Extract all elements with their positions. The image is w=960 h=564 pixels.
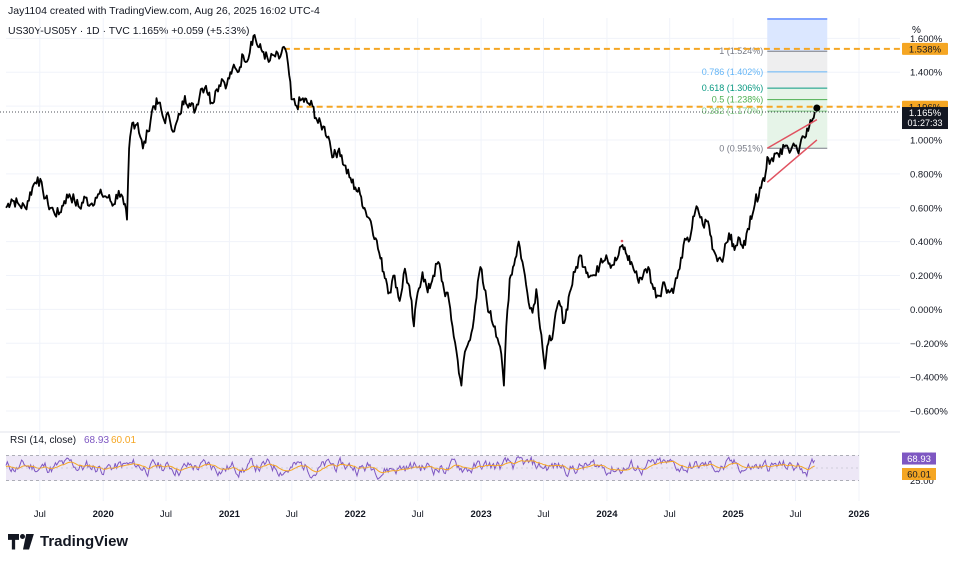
rsi-ma-badge-bg: [902, 467, 936, 480]
time-tick-label: Jul: [537, 509, 549, 520]
time-tick-label: Jul: [34, 509, 46, 520]
price-chart[interactable]: 1 (1.524%) 0.786 (1.402%) 0.618 (1.306%) 0.…: [0, 0, 960, 530]
rsi-value-badge-bg: [902, 452, 936, 465]
last-price-dot: [813, 104, 821, 112]
tradingview-logo[interactable]: TradingView: [8, 533, 128, 550]
symbol-legend[interactable]: US30Y-US05Y · 1D · TVC 1.165% +0.059 (+5…: [8, 25, 250, 37]
price-tick-label: 1.400%: [910, 68, 943, 79]
time-tick-label: 2020: [93, 509, 114, 520]
countdown-badge: 01:27:33: [907, 118, 942, 128]
time-tick-label: Jul: [286, 509, 298, 520]
rsi-ma-line: [5, 460, 815, 474]
time-tick-label: Jul: [664, 509, 676, 520]
time-tick-label: Jul: [789, 509, 801, 520]
horizontal-levels[interactable]: [0, 47, 900, 113]
last-price-badge-bg: [902, 107, 948, 130]
price-tick-label: 0.600%: [910, 203, 943, 214]
marker-dot: [620, 239, 624, 243]
fib-level-label: 0.786 (1.402%): [702, 67, 764, 77]
time-tick-label: 2026: [848, 509, 869, 520]
time-tick-label: 2022: [345, 509, 366, 520]
price-tick-label: −0.600%: [910, 407, 948, 418]
price-tick-label: 0.800%: [910, 169, 943, 180]
time-tick-label: Jul: [412, 509, 424, 520]
fib-level-label: 1 (1.524%): [719, 46, 763, 56]
price-unit-label: %: [912, 25, 921, 36]
rsi-level-label: 25.00: [910, 476, 934, 487]
price-tick-label: 0.000%: [910, 305, 943, 316]
fib-level-label: 0 (0.951%): [719, 143, 763, 153]
chart-grid: [0, 18, 900, 501]
price-tick-label: 0.200%: [910, 271, 943, 282]
time-tick-label: 2021: [219, 509, 241, 520]
fib-lower-zone: [767, 88, 828, 149]
rsi-line: [5, 455, 816, 480]
price-tick-label: −0.200%: [910, 339, 948, 350]
rsi-value-legend: 68.93: [84, 435, 109, 446]
fib-level-label: 0.5 (1.238%): [712, 95, 764, 105]
fib-retracement[interactable]: 1 (1.524%) 0.786 (1.402%) 0.618 (1.306%) 0.…: [702, 18, 828, 153]
rsi-ma-legend: 60.01: [111, 435, 136, 446]
price-badges: 1.538%1.196%1.165%01:27:33: [902, 42, 948, 130]
fib-extension-zone: [767, 18, 828, 52]
rsi-ma-badge: 60.01: [907, 469, 931, 480]
fib-upper-zone: [767, 51, 828, 89]
price-tick-label: 1.000%: [910, 135, 943, 146]
rsi-value-badge: 68.93: [907, 454, 931, 465]
time-tick-label: 2025: [723, 509, 745, 520]
price-series-line: [5, 34, 816, 387]
time-axis[interactable]: Jul 2020 Jul 2021 Jul 2022 Jul 2023 Jul 2024 Jul 20…: [34, 509, 870, 520]
rsi-pane[interactable]: RSI (14, close) 68.93 60.01 75.0025.0068…: [5, 435, 936, 487]
price-tick-label: 0.400%: [910, 237, 943, 248]
time-tick-label: 2024: [596, 509, 618, 520]
time-tick-label: 2023: [471, 509, 492, 520]
channel-lower-line: [766, 139, 818, 183]
rsi-title[interactable]: RSI (14, close): [10, 435, 76, 446]
price-tick-label: −0.400%: [910, 373, 948, 384]
tradingview-logo-icon: [8, 533, 34, 550]
last-price-badge: 1.165%: [909, 108, 942, 119]
channel-upper-line: [766, 119, 818, 149]
price-tick-label: 1.600%: [910, 34, 943, 45]
price-axis[interactable]: 1.600%1.400%1.200%1.000%0.800%0.600%0.40…: [910, 34, 948, 418]
trend-channel[interactable]: [766, 119, 818, 183]
level-high-badge: 1.538%: [909, 44, 942, 55]
fib-level-label: 0.618 (1.306%): [702, 83, 764, 93]
time-tick-label: Jul: [160, 509, 172, 520]
chart-credit: Jay1104 created with TradingView.com, Au…: [8, 5, 320, 17]
level-high-badge-bg: [902, 42, 948, 55]
fib-level-label: 0.382 (1.170%): [702, 106, 764, 116]
brand-name: TradingView: [40, 533, 129, 550]
